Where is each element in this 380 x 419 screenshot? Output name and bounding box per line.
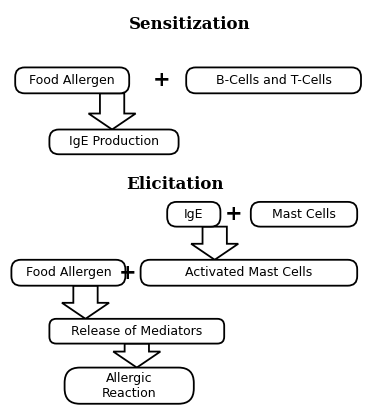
Polygon shape	[113, 344, 160, 367]
Polygon shape	[89, 93, 136, 129]
Text: Elicitation: Elicitation	[126, 176, 223, 193]
FancyBboxPatch shape	[49, 129, 179, 154]
Text: Activated Mast Cells: Activated Mast Cells	[185, 266, 312, 279]
Text: +: +	[119, 263, 136, 283]
Text: IgE Production: IgE Production	[69, 135, 159, 148]
Text: +: +	[225, 204, 242, 224]
FancyBboxPatch shape	[167, 202, 220, 227]
Text: Food Allergen: Food Allergen	[29, 74, 115, 87]
FancyBboxPatch shape	[11, 260, 125, 286]
FancyBboxPatch shape	[186, 67, 361, 93]
Polygon shape	[191, 227, 238, 260]
FancyBboxPatch shape	[49, 319, 224, 344]
Text: IgE: IgE	[184, 208, 204, 221]
Text: Mast Cells: Mast Cells	[272, 208, 336, 221]
Text: Sensitization: Sensitization	[129, 16, 251, 33]
FancyBboxPatch shape	[15, 67, 129, 93]
Text: Release of Mediators: Release of Mediators	[71, 325, 203, 338]
Text: Allergic
Reaction: Allergic Reaction	[102, 372, 157, 400]
FancyBboxPatch shape	[251, 202, 357, 227]
Polygon shape	[62, 286, 109, 319]
Text: B-Cells and T-Cells: B-Cells and T-Cells	[216, 74, 331, 87]
FancyBboxPatch shape	[65, 367, 194, 404]
FancyBboxPatch shape	[141, 260, 357, 286]
Text: +: +	[153, 70, 170, 91]
Text: Food Allergen: Food Allergen	[25, 266, 111, 279]
